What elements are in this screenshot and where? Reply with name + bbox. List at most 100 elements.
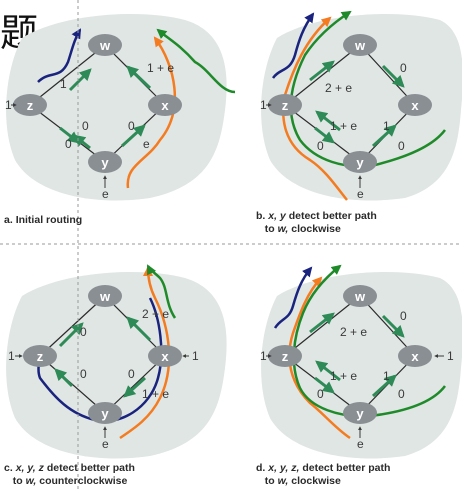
cost-x-y: 0: [128, 367, 135, 381]
flow-arrow: [381, 314, 405, 338]
cost-x-y: 0: [128, 119, 135, 133]
incoming-one-label: 1: [260, 98, 267, 112]
cost-z-y-lower: 0: [65, 137, 72, 151]
caption-a: a. Initial routing: [4, 214, 83, 226]
svg-text:y: y: [356, 406, 364, 421]
incoming-one-label: 1: [5, 98, 12, 112]
panel-d: w z x y 1 1 e 2 + e 0 1 + e 1 0 0: [260, 264, 462, 459]
cost-z-y-lower: 0: [317, 387, 324, 401]
cost-x-w: 0: [400, 309, 407, 323]
flow-arrow: [309, 60, 335, 82]
flow-arrow: [371, 374, 397, 398]
panel-a: w z x y 1 e 1 1 + e 0 0 0 e: [5, 14, 236, 201]
caption-d: d. x, y, z, detect better path to w, clo…: [256, 462, 391, 487]
cost-z-y: 1 + e: [330, 119, 357, 133]
flow-arrow: [126, 65, 152, 90]
cost-x-y: 1: [383, 369, 390, 383]
svg-text:z: z: [27, 98, 34, 113]
link-z-w: [284, 44, 361, 106]
panel-c: w z x y 1 1 e 0 2 + e 0 0 1 + e: [6, 264, 227, 459]
path-orange: [282, 16, 348, 201]
router-x: x: [398, 94, 432, 116]
panel-b: w z x y 1 e 2 + e 0 1 + e 1 0 0: [260, 10, 462, 201]
cost-z-y-lower: 0: [317, 139, 324, 153]
svg-text:y: y: [101, 155, 109, 170]
path-navy: [271, 12, 315, 79]
router-w: w: [88, 34, 122, 56]
flow-arrow: [315, 360, 341, 382]
incoming-one-label: 1: [260, 349, 267, 363]
flow-arrow: [123, 376, 147, 398]
path-orange: [126, 36, 176, 189]
router-x: x: [148, 345, 182, 367]
cost-z-y: 1 + e: [330, 369, 357, 383]
path-green: [156, 28, 236, 94]
svg-text:w: w: [354, 289, 366, 304]
incoming-one-label: 1: [447, 349, 454, 363]
caption-c: c. x, y, z detect better path to w, coun…: [4, 462, 135, 487]
router-w: w: [343, 34, 377, 56]
flow-arrow: [126, 316, 152, 342]
cost-x-w: 0: [400, 61, 407, 75]
cost-x-w: 1 + e: [147, 61, 174, 75]
svg-text:x: x: [161, 98, 169, 113]
cost-x-y: 1: [383, 119, 390, 133]
svg-text:x: x: [411, 349, 419, 364]
router-w: w: [343, 285, 377, 307]
svg-text:z: z: [282, 349, 289, 364]
flow-arrow: [58, 322, 84, 348]
svg-text:y: y: [356, 155, 364, 170]
incoming-one-label: 1: [8, 349, 15, 363]
cost-z-y: 0: [80, 367, 87, 381]
incoming-one-label: 1: [192, 349, 199, 363]
flow-arrow: [381, 64, 405, 88]
incoming-e-label: e: [357, 437, 364, 451]
link-x-w: [359, 44, 416, 106]
network-region: [261, 272, 462, 459]
cost-z-w: 2 + e: [340, 325, 367, 339]
router-y: y: [88, 402, 122, 424]
incoming-e-label: e: [357, 187, 364, 201]
svg-text:x: x: [161, 349, 169, 364]
network-region: [6, 14, 227, 201]
cost-y-x: 0: [398, 139, 405, 153]
network-region: [6, 272, 227, 459]
cost-z-w: 1: [60, 77, 67, 91]
router-z: z: [13, 94, 47, 116]
svg-text:x: x: [411, 98, 419, 113]
svg-text:w: w: [99, 38, 111, 53]
path-green: [292, 264, 446, 418]
svg-text:w: w: [99, 289, 111, 304]
router-z: z: [23, 345, 57, 367]
svg-text:w: w: [354, 38, 366, 53]
link-x-y: [104, 355, 166, 414]
path-navy: [37, 28, 82, 83]
incoming-e-label: e: [102, 437, 109, 451]
router-x: x: [398, 345, 432, 367]
flow-arrow: [371, 124, 397, 148]
flow-arrow: [68, 68, 92, 92]
incoming-e-label: e: [102, 187, 109, 201]
flow-arrow: [314, 376, 335, 394]
router-y: y: [88, 151, 122, 173]
caption-b: b. x, y detect better path to w, clockwi…: [256, 210, 377, 235]
flow-arrow: [315, 110, 341, 132]
path-navy: [273, 266, 313, 329]
router-z: z: [268, 345, 302, 367]
cost-y-x: 1 + e: [142, 387, 169, 401]
router-y: y: [343, 151, 377, 173]
cost-x-w: 2 + e: [142, 307, 169, 321]
flow-arrow: [120, 124, 146, 148]
flow-arrow: [54, 368, 74, 388]
cost-y-x: e: [143, 137, 150, 151]
path-green: [289, 10, 446, 168]
router-z: z: [268, 94, 302, 116]
router-y: y: [343, 402, 377, 424]
router-w: w: [88, 285, 122, 307]
flow-arrow: [309, 312, 335, 334]
cost-z-w: 2 + e: [325, 81, 352, 95]
path-green: [146, 264, 177, 319]
svg-text:z: z: [37, 349, 44, 364]
